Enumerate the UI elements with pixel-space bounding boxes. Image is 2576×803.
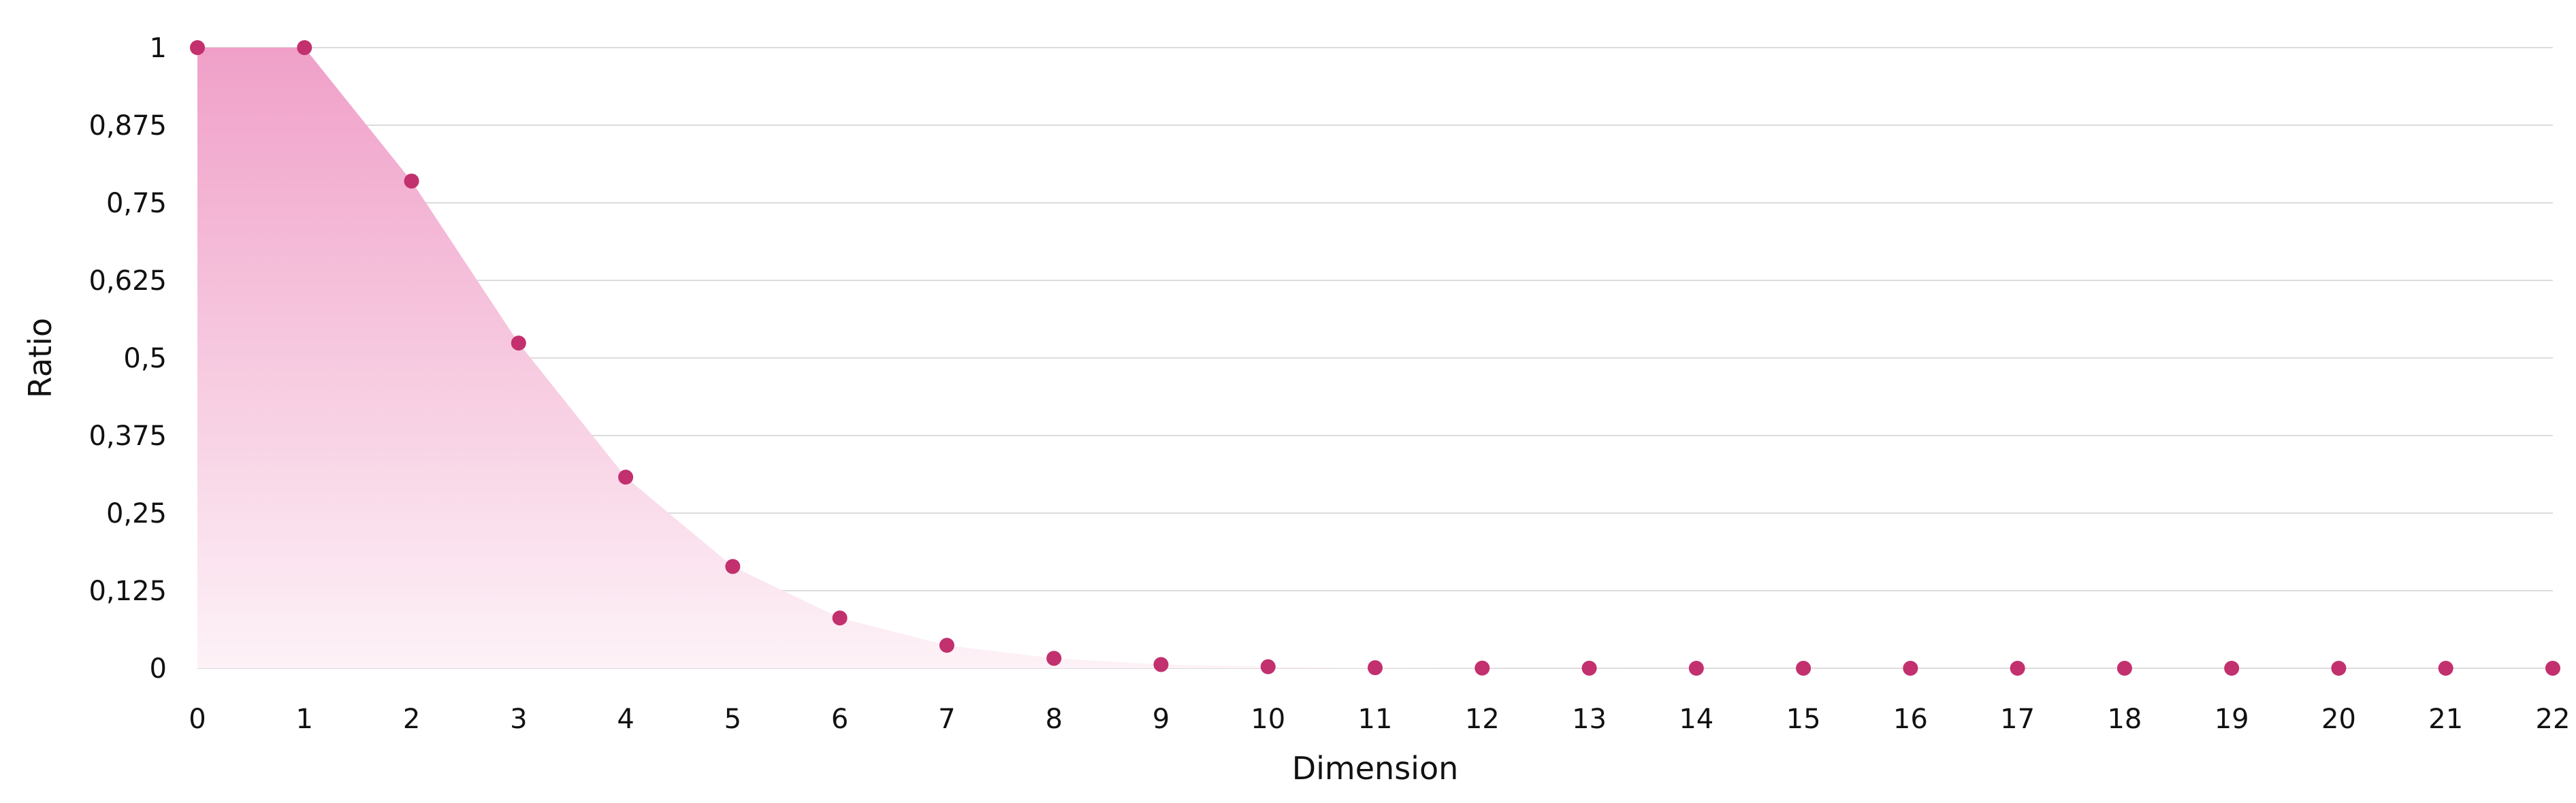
data-point	[511, 335, 526, 351]
area-fill-layer	[197, 48, 2553, 668]
y-tick-label: 0,875	[88, 110, 167, 142]
data-point	[2224, 661, 2240, 676]
y-axis-title: Ratio	[22, 318, 59, 398]
x-tick-label: 21	[2428, 704, 2463, 735]
x-tick-label: 5	[724, 704, 741, 735]
x-tick-label: 13	[1572, 704, 1607, 735]
data-point	[2331, 661, 2347, 676]
data-point	[2010, 661, 2025, 676]
y-tick-label: 0,625	[88, 265, 167, 297]
data-point	[832, 610, 848, 626]
data-point	[1796, 661, 1812, 676]
x-tick-label: 11	[1358, 704, 1393, 735]
data-point	[1475, 660, 1490, 676]
data-point	[2438, 661, 2453, 676]
x-tick-label: 10	[1251, 704, 1285, 735]
x-tick-label: 0	[189, 704, 206, 735]
data-point	[1368, 660, 1383, 676]
x-tick-label: 20	[2321, 704, 2356, 735]
data-point	[618, 470, 634, 485]
x-tick-label: 14	[1679, 704, 1713, 735]
data-point	[2116, 661, 2132, 676]
data-point	[1260, 659, 1276, 674]
x-tick-label: 9	[1153, 704, 1170, 735]
data-point	[190, 40, 205, 55]
data-point	[2545, 661, 2560, 676]
x-tick-label: 16	[1893, 704, 1928, 735]
x-tick-label: 8	[1045, 704, 1062, 735]
data-point	[1046, 651, 1062, 666]
y-tick-label: 0,75	[106, 188, 167, 219]
x-tick-label: 12	[1465, 704, 1500, 735]
data-point	[1153, 657, 1169, 672]
y-tick-label: 0	[150, 653, 167, 685]
data-points	[190, 40, 2560, 676]
x-tick-label: 15	[1786, 704, 1821, 735]
data-point	[725, 559, 741, 574]
y-tick-label: 0,5	[123, 343, 167, 374]
x-tick-label: 18	[2107, 704, 2142, 735]
x-tick-label: 3	[510, 704, 527, 735]
data-point	[939, 638, 954, 653]
y-axis-ticks: 0 0,125 0,25 0,375 0,5 0,625 0,75 0,875 1	[88, 33, 167, 685]
data-point	[1688, 661, 1704, 676]
x-tick-label: 6	[831, 704, 848, 735]
y-tick-label: 0,375	[88, 421, 167, 452]
data-point	[1903, 661, 1918, 676]
data-point	[1581, 660, 1597, 676]
y-tick-label: 1	[150, 33, 167, 64]
y-tick-label: 0,125	[88, 576, 167, 607]
x-axis-ticks: 0 1 2 3 4 5 6 7 8 9 10 11 12 13 14 15 16 17 18 19 20 21 22	[189, 704, 2570, 735]
x-tick-label: 2	[403, 704, 420, 735]
data-point	[297, 40, 312, 55]
x-axis-title: Dimension	[1292, 750, 1459, 787]
x-tick-label: 7	[938, 704, 955, 735]
x-tick-label: 1	[296, 704, 313, 735]
x-tick-label: 22	[2536, 704, 2571, 735]
area-fill	[197, 48, 2553, 668]
x-tick-label: 17	[2000, 704, 2035, 735]
x-tick-label: 4	[617, 704, 634, 735]
data-point	[404, 174, 419, 189]
x-tick-label: 19	[2215, 704, 2249, 735]
y-tick-label: 0,25	[106, 498, 167, 529]
